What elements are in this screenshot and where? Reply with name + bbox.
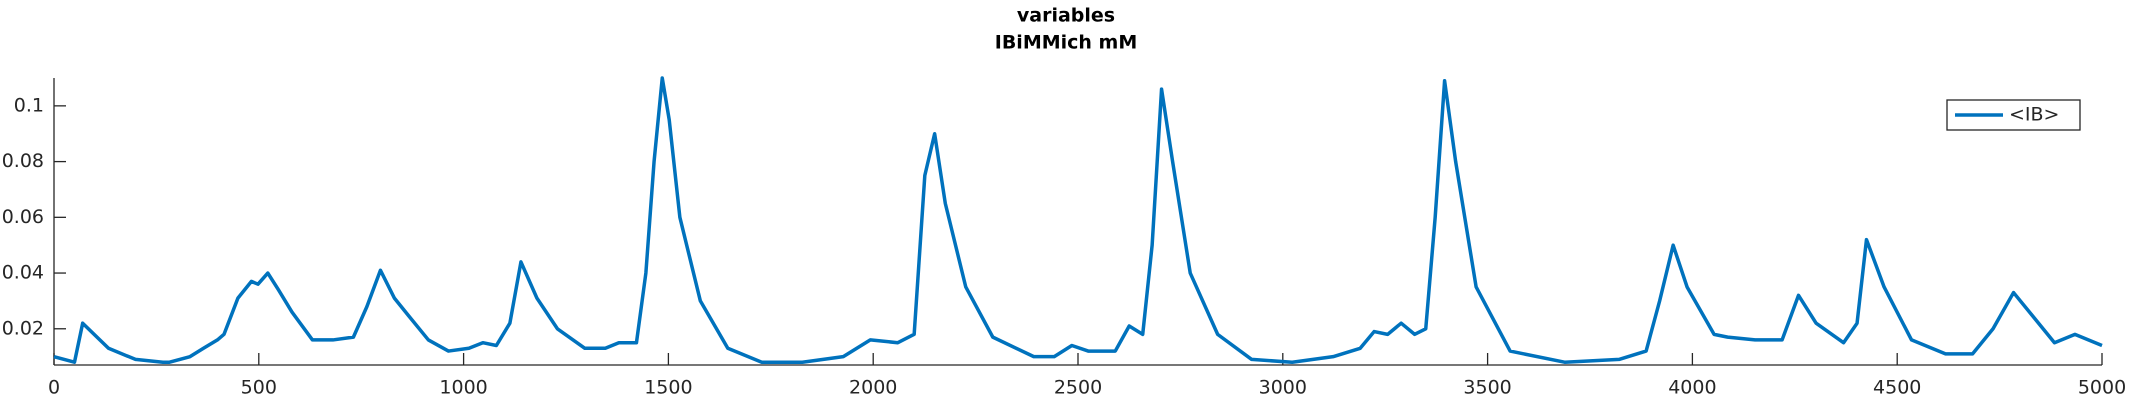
x-tick-label: 5000 — [2078, 377, 2126, 399]
x-tick-label: 3500 — [1463, 377, 1511, 399]
x-tick-label: 3000 — [1259, 377, 1307, 399]
y-tick-label: 0.02 — [2, 317, 44, 339]
x-tick-label: 500 — [241, 377, 277, 399]
data-line — [53, 76, 2103, 364]
y-tick-label: 0.06 — [2, 206, 44, 228]
x-tick-label: 4000 — [1668, 377, 1716, 399]
x-tick-label: 2500 — [1054, 377, 1102, 399]
legend-label: <IB> — [2009, 104, 2059, 126]
chart-subtitle: IBiMMich mM — [995, 32, 1138, 54]
x-tick-label: 2000 — [849, 377, 897, 399]
chart-title: variables — [1017, 5, 1115, 27]
x-tick-label: 1500 — [644, 377, 692, 399]
x-tick-label: 1000 — [439, 377, 487, 399]
legend-box — [1946, 99, 2081, 131]
x-tick-label: 4500 — [1873, 377, 1921, 399]
y-tick-label: 0.08 — [2, 150, 44, 172]
x-tick-label: 0 — [48, 377, 60, 399]
y-tick-label: 0.04 — [2, 262, 44, 284]
y-tick-label: 0.1 — [14, 94, 44, 116]
